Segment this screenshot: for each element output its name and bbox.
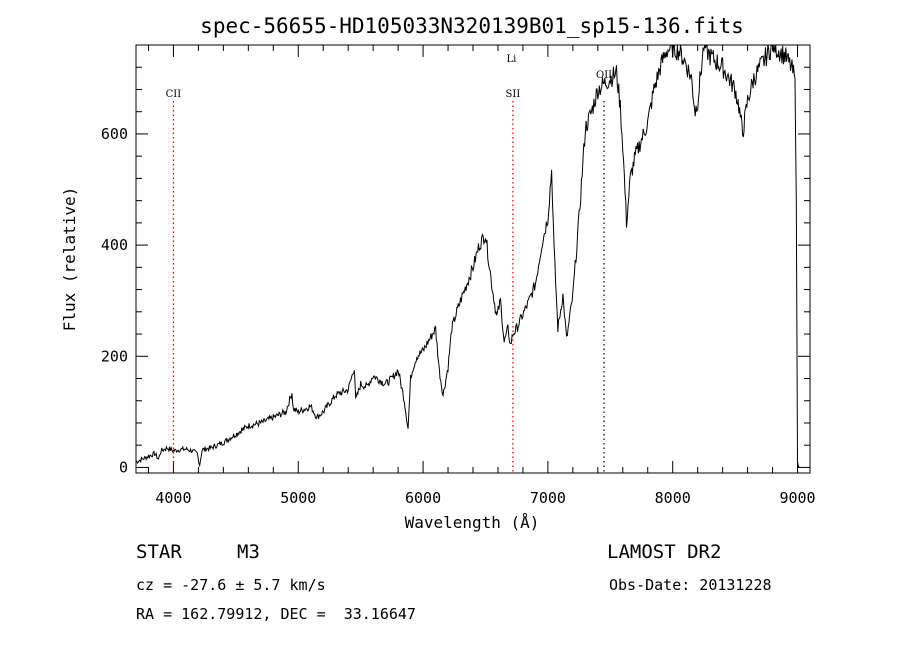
x-tick-label: 8000: [655, 489, 691, 507]
x-tick-label: 5000: [280, 489, 316, 507]
x-tick-label: 4000: [155, 489, 191, 507]
y-tick-label: 0: [119, 458, 128, 476]
redshift-cz: cz = -27.6 ± 5.7 km/s: [136, 576, 326, 594]
plot-frame: [135, 44, 811, 474]
x-tick-label: 6000: [405, 489, 441, 507]
observation-date: Obs-Date: 20131228: [609, 576, 772, 594]
axis-ticks: 4000 5000 6000 7000 8000 9000 0 200 400 600: [101, 44, 816, 507]
coordinates: RA = 162.79912, DEC = 33.16647: [136, 605, 416, 623]
x-tick-label: 9000: [779, 489, 815, 507]
chart-title: spec-56655-HD105033N320139B01_sp15-136.f…: [200, 14, 744, 38]
line-marker-label-oii: OII: [596, 70, 612, 81]
spectrum-line: [135, 44, 800, 468]
survey-name: LAMOST DR2: [607, 541, 722, 563]
y-tick-label: 400: [101, 236, 128, 254]
x-axis-label: Wavelength (Å): [405, 513, 540, 532]
line-marker-label-li: Li: [507, 54, 517, 65]
x-tick-label: 7000: [530, 489, 566, 507]
line-marker-label-sii: SII: [506, 89, 521, 100]
y-axis-label: Flux (relative): [60, 187, 79, 332]
y-tick-label: 200: [101, 347, 128, 365]
object-subclass: M3: [237, 541, 260, 563]
y-tick-label: 600: [101, 125, 128, 143]
line-markers: CII SII Li OII: [166, 54, 612, 473]
object-type: STAR: [136, 541, 182, 563]
line-marker-label-cii: CII: [166, 89, 182, 100]
